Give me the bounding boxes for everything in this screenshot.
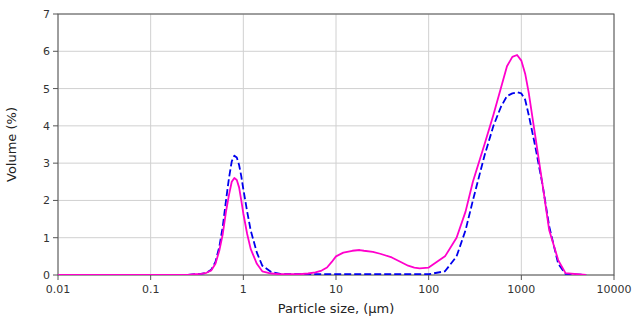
y-tick-label: 6 (43, 45, 50, 58)
y-grid-line (58, 163, 614, 164)
x-grid-line (150, 14, 151, 275)
y-tick (53, 200, 58, 201)
y-tick (53, 14, 58, 15)
x-axis-label: Particle size, (μm) (278, 301, 395, 316)
y-tick (53, 88, 58, 89)
x-grid-line (428, 14, 429, 275)
y-axis-label: Volume (%) (4, 107, 19, 182)
series-line (58, 55, 586, 275)
x-tick (150, 275, 151, 280)
chart-container: 0.01 0.1 1 10 100 1000 10000 0 1 2 3 4 5 6 7 Particle s… (0, 0, 636, 323)
y-tick-label: 1 (43, 232, 50, 245)
x-tick (243, 275, 244, 280)
x-tick-label: 100 (418, 283, 439, 296)
y-grid-line (58, 51, 614, 52)
x-tick-label: 0.01 (46, 283, 71, 296)
x-tick-label: 1 (240, 283, 247, 296)
y-tick (53, 125, 58, 126)
x-tick (428, 275, 429, 280)
plot-background (58, 14, 614, 275)
x-grid-line (243, 14, 244, 275)
y-tick-label: 0 (43, 269, 50, 282)
y-tick (53, 51, 58, 52)
y-grid-line (58, 237, 614, 238)
y-grid-line (58, 88, 614, 89)
x-tick-label: 0.1 (142, 283, 160, 296)
y-tick-label: 4 (43, 120, 50, 133)
series-line (58, 92, 586, 275)
y-grid-line (58, 200, 614, 201)
y-tick-label: 2 (43, 194, 50, 207)
x-tick (58, 275, 59, 280)
y-grid-line (58, 125, 614, 126)
x-tick-label: 10000 (597, 283, 632, 296)
x-tick-label: 10 (329, 283, 343, 296)
y-tick (53, 237, 58, 238)
x-tick-label: 1000 (507, 283, 535, 296)
plot-frame (58, 14, 614, 275)
x-grid-line (336, 14, 337, 275)
chart-svg: 0.01 0.1 1 10 100 1000 10000 0 1 2 3 4 5 6 7 Particle s… (0, 0, 636, 323)
y-tick-label: 5 (43, 83, 50, 96)
series-lines (58, 55, 586, 275)
y-tick (53, 275, 58, 276)
x-tick (614, 275, 615, 280)
y-tick-label: 7 (43, 8, 50, 21)
x-grid-line (521, 14, 522, 275)
y-tick (53, 163, 58, 164)
axes: 0.01 0.1 1 10 100 1000 10000 0 1 2 3 4 5 6 7 Particle s… (4, 8, 632, 316)
x-tick (336, 275, 337, 280)
y-tick-label: 3 (43, 157, 50, 170)
grid (58, 14, 614, 275)
x-tick (521, 275, 522, 280)
